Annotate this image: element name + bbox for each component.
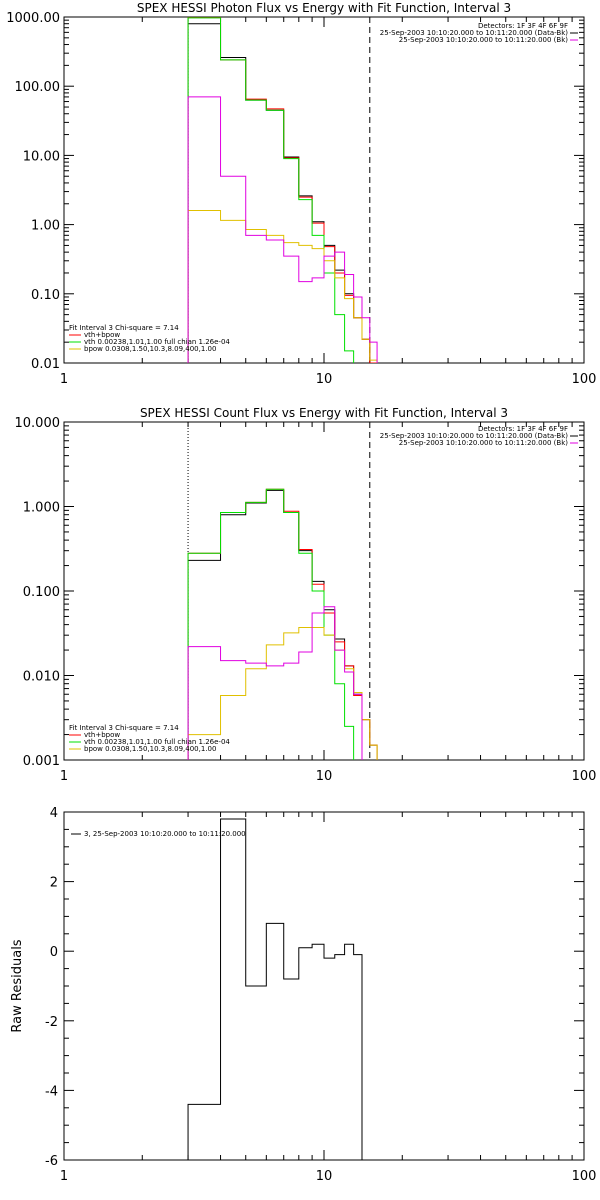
series-line-1 [187,818,363,1160]
series-line-5 [187,96,378,363]
legend-entry: 3, 25-Sep-2003 10:10:20.000 to 10:11:20.… [84,830,246,838]
y-tick-label: 10.000 [15,416,61,431]
chart-title: SPEX HESSI Count Flux vs Energy with Fit… [140,406,508,420]
series-line-3 [187,488,355,760]
y-tick-label: 4 [50,806,58,821]
y-axis [64,421,584,761]
plot-frame [63,16,585,364]
header-line-1: Detectors: 1F 3F 4F 6F 9F [478,425,568,433]
y-tick-label: -2 [45,1015,58,1030]
x-tick-label: 100 [572,1169,597,1184]
y-tick-label: 0 [50,945,58,960]
legend-entry-1: vth+bpow [84,731,120,739]
x-axis [63,422,573,760]
y-tick-label: -4 [45,1084,58,1099]
series-group [187,488,378,760]
y-tick-label: 1.000 [23,501,60,516]
x-tick-label: 10 [316,769,333,784]
series-line-3 [187,17,355,363]
x-tick-label: 100 [572,372,597,387]
header-line-3: 25-Sep-2003 10:10:20.000 to 10:11:20.000… [399,439,569,447]
y-tick-label: 10.00 [23,149,60,164]
x-axis [63,17,573,363]
legend-entry-3: bpow 0.0308,1.50,10.3,8.09,400,1.00 [84,345,216,353]
series-group [187,818,363,1160]
y-tick-label: 2 [50,876,58,891]
legend-entry-3: bpow 0.0308,1.50,10.3,8.09,400,1.00 [84,745,216,753]
legend-title: Fit Interval 3 Chi-square = 7.14 [69,324,179,332]
chart-title: SPEX HESSI Photon Flux vs Energy with Fi… [137,1,511,15]
series-line-1 [187,23,378,363]
y-tick-label: 0.01 [31,357,60,372]
y-axis-label: Raw Residuals [10,939,25,1032]
x-tick-label: 10 [316,1169,333,1184]
y-tick-label: -6 [45,1154,58,1169]
header-line-3: 25-Sep-2003 10:10:20.000 to 10:11:20.000… [399,36,569,44]
chart-panel-3 [63,811,585,1161]
header-line-2: 25-Sep-2003 10:10:20.000 to 10:11:20.000… [380,432,569,440]
x-tick-label: 100 [572,769,597,784]
y-tick-label: 1000.00 [6,11,60,26]
series-line-4 [187,209,378,363]
legend-entry-1: vth+bpow [84,331,120,339]
chart-panel-2 [63,421,585,761]
y-tick-label: 0.010 [23,670,60,685]
y-axis [64,811,584,1161]
x-tick-label: 1 [60,769,68,784]
x-tick-label: 1 [60,372,68,387]
series-line-5 [187,606,363,760]
series-line-2 [187,488,378,760]
series-line-2 [187,17,378,363]
y-tick-label: 1.00 [31,219,60,234]
series-group [187,17,378,363]
header-line-2: 25-Sep-2003 10:10:20.000 to 10:11:20.000… [380,29,569,37]
legend-title: Fit Interval 3 Chi-square = 7.14 [69,724,179,732]
y-tick-label: 0.100 [23,585,60,600]
chart-panel-1 [63,16,585,364]
x-tick-label: 1 [60,1169,68,1184]
y-tick-label: 0.10 [31,288,60,303]
x-axis [63,812,573,1160]
y-axis [64,16,584,364]
header-line-1: Detectors: 1F 3F 4F 6F 9F [478,22,568,30]
legend-entry-2: vth 0.00238,1.01,1.00 full chian 1.26e-0… [84,738,230,746]
y-tick-label: 0.001 [23,754,60,769]
series-line-4 [187,626,378,760]
x-tick-label: 10 [316,372,333,387]
legend-entry-2: vth 0.00238,1.01,1.00 full chian 1.26e-0… [84,338,230,346]
plot-frame [63,811,585,1161]
y-tick-label: 100.00 [15,80,61,95]
series-line-1 [187,489,378,760]
